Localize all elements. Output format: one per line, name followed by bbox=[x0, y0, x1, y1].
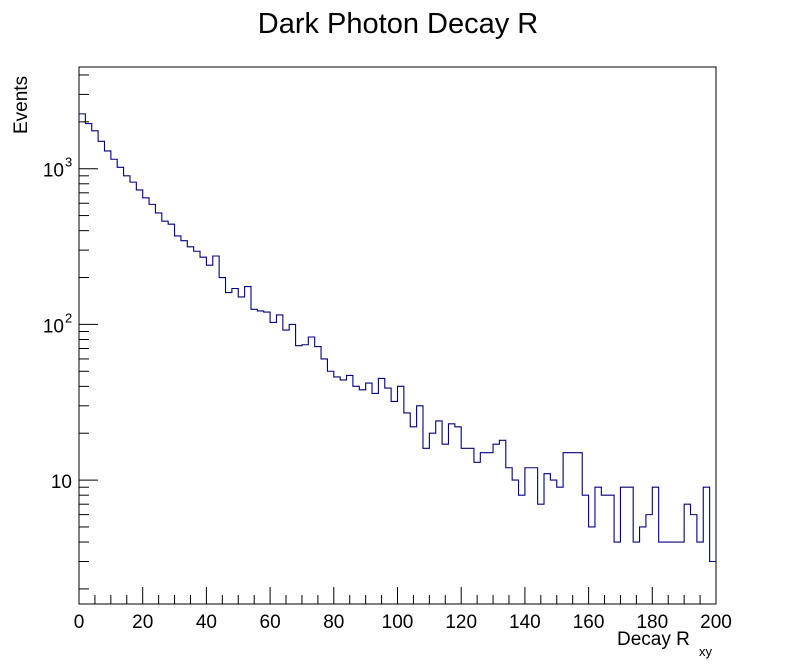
x-tick-label: 120 bbox=[445, 612, 477, 633]
x-tick-label: 180 bbox=[636, 612, 668, 633]
y-tick-label: 10 3 bbox=[43, 155, 72, 182]
y-tick-label-exponent: 2 bbox=[65, 310, 72, 325]
y-tick-label-base: 10 bbox=[43, 161, 64, 182]
y-axis-label: Events bbox=[11, 76, 32, 134]
x-axis-label: Decay R bbox=[617, 629, 690, 650]
x-tick-label: 100 bbox=[382, 612, 414, 633]
x-axis-label-subscript: xy bbox=[699, 644, 713, 659]
y-tick-label: 10 bbox=[51, 472, 72, 493]
x-axis-ticks: 0 20 40 60 80 100 120 140 160 180 200 bbox=[74, 587, 732, 633]
y-tick-label-exponent: 3 bbox=[65, 155, 72, 170]
x-tick-label: 0 bbox=[74, 612, 85, 633]
histogram-series bbox=[79, 113, 716, 563]
x-tick-label: 60 bbox=[260, 612, 281, 633]
x-tick-label: 40 bbox=[196, 612, 217, 633]
x-tick-label: 160 bbox=[573, 612, 605, 633]
y-tick-label: 10 2 bbox=[43, 310, 72, 337]
x-tick-label: 200 bbox=[700, 612, 732, 633]
y-tick-label-base: 10 bbox=[43, 316, 64, 337]
chart-title: Dark Photon Decay R bbox=[258, 8, 538, 40]
y-tick-label-base: 10 bbox=[51, 472, 72, 493]
x-tick-label: 20 bbox=[132, 612, 153, 633]
histogram-line bbox=[79, 113, 716, 563]
x-tick-label: 80 bbox=[323, 612, 344, 633]
x-tick-label: 140 bbox=[509, 612, 541, 633]
